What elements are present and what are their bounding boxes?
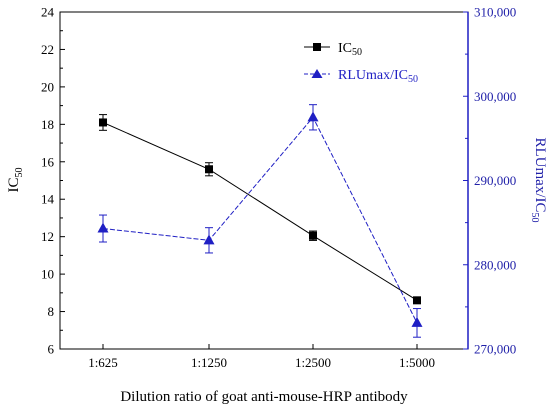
data-point-rlu-ic50 [97,222,109,233]
data-point-rlu-ic50 [203,234,215,245]
y-left-tick-label: 20 [41,79,54,94]
x-tick-label: 1:2500 [295,355,331,370]
series-line-rlu-ic50 [102,116,418,324]
legend-rlu-sub: 50 [408,74,418,85]
x-tick-label: 1:5000 [399,355,435,370]
x-axis-label: Dilution ratio of goat anti-mouse-HRP an… [120,389,408,405]
data-point-ic50 [99,118,107,127]
y-left-tick-label: 6 [48,342,55,357]
legend-label-rlu: RLUmax/IC50 [338,68,418,85]
y-left-tick-label: 18 [41,117,54,132]
y-right-tick-label: 300,000 [474,89,516,104]
legend-rlu-main: RLUmax/IC [338,68,408,83]
legend-label-ic50: IC50 [338,41,362,58]
y-left-tick-label: 22 [41,42,54,57]
x-tick-label: 1:1250 [191,355,227,370]
y-left-tick-label: 24 [41,5,55,20]
y-axis-left-label: IC50 [6,168,25,193]
plot-frame [59,11,469,350]
data-point-ic50 [309,231,317,240]
y-left-tick-label: 16 [41,154,55,169]
y-right-label-sub: 50 [529,213,540,223]
data-point-rlu-ic50 [307,111,319,122]
x-tick-label: 1:625 [88,355,118,370]
data-point-rlu-ic50 [411,316,423,327]
x-axis: 1:625 1:1250 1:2500 1:5000 [88,344,435,370]
left-axis: 6 8 10 12 14 16 18 20 22 24 [41,5,65,357]
y-right-label-main: RLUmax/IC [532,138,548,213]
right-axis: 270,000 280,000 290,000 300,000 310,000 [463,5,516,357]
y-axis-right-label: RLUmax/IC50 [529,138,548,223]
series-layer [97,104,423,338]
legend-ic50-main: IC [338,41,352,56]
y-left-tick-label: 14 [41,192,55,207]
legend-marker-ic50 [313,43,321,51]
legend: IC50 RLUmax/IC50 [304,41,418,85]
legend-marker-rlu [311,69,323,78]
y-right-tick-label: 290,000 [474,173,516,188]
y-left-tick-label: 12 [41,229,54,244]
legend-ic50-sub: 50 [352,47,362,58]
y-right-tick-label: 310,000 [474,5,516,20]
y-right-tick-label: 280,000 [474,257,516,272]
y-left-label-main: IC [6,178,22,193]
y-left-tick-label: 8 [48,304,55,319]
y-left-label-sub: 50 [14,168,25,178]
data-point-ic50 [205,165,213,174]
y-right-tick-label: 270,000 [474,342,516,357]
y-left-tick-label: 10 [41,267,54,282]
series-line-ic50 [102,122,418,301]
data-point-ic50 [413,296,421,305]
